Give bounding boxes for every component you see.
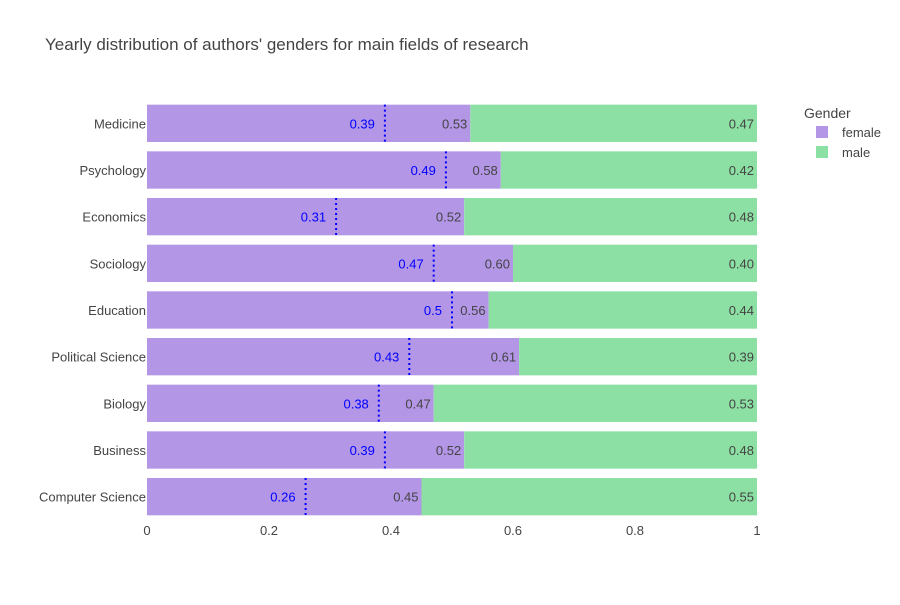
bar-female[interactable] — [147, 338, 520, 376]
y-tick-label: Sociology — [90, 256, 147, 271]
bar-label-female: 0.58 — [472, 163, 497, 178]
bar-female[interactable] — [147, 384, 434, 422]
chart-title: Yearly distribution of authors' genders … — [45, 35, 529, 54]
bar-label-male: 0.40 — [729, 256, 754, 271]
bar-male[interactable] — [433, 384, 757, 422]
marker-label: 0.26 — [270, 490, 295, 505]
bar-label-male: 0.47 — [729, 116, 754, 131]
marker-label: 0.39 — [350, 443, 375, 458]
bar-male[interactable] — [513, 244, 757, 282]
marker-label: 0.43 — [374, 350, 399, 365]
bar-male[interactable] — [470, 104, 757, 142]
y-tick-label: Business — [93, 443, 146, 458]
y-tick-label: Psychology — [80, 163, 147, 178]
markers-layer: 0.39 0.49 0.31 0.47 0.5 0.43 0.38 0.39 0.26 — [270, 104, 453, 516]
y-tick-label: Biology — [103, 396, 146, 411]
y-axis-labels: Medicine Psychology Economics Sociology Educ… — [39, 116, 146, 504]
bars-layer: 0.53 0.47 0.58 0.42 0.52 0.48 0.60 0.40 0.56 0.44… — [147, 104, 758, 516]
bar-female[interactable] — [147, 104, 471, 142]
bar-label-male: 0.42 — [729, 163, 754, 178]
bar-male[interactable] — [519, 338, 757, 376]
y-tick-label: Political Science — [51, 350, 146, 365]
bar-male[interactable] — [464, 431, 757, 469]
bar-label-female: 0.52 — [436, 443, 461, 458]
legend-swatch-female[interactable] — [816, 126, 828, 138]
bar-female[interactable] — [147, 431, 465, 469]
bar-female[interactable] — [147, 244, 513, 282]
bar-label-female: 0.61 — [491, 350, 516, 365]
bar-male[interactable] — [421, 478, 758, 516]
bar-label-female: 0.47 — [405, 396, 430, 411]
bar-label-female: 0.60 — [485, 256, 510, 271]
bar-label-male: 0.48 — [729, 210, 754, 225]
bar-label-male: 0.48 — [729, 443, 754, 458]
y-tick-label: Education — [88, 303, 146, 318]
legend-label-male[interactable]: male — [842, 145, 870, 160]
marker-label: 0.47 — [398, 256, 423, 271]
x-tick-label: 0 — [143, 523, 150, 538]
legend-label-female[interactable]: female — [842, 125, 881, 140]
marker-label: 0.49 — [411, 163, 436, 178]
legend-swatch-male[interactable] — [816, 146, 828, 158]
bar-label-female: 0.45 — [393, 490, 418, 505]
bar-male[interactable] — [500, 151, 757, 189]
bar-label-female: 0.52 — [436, 210, 461, 225]
x-tick-label: 0.2 — [260, 523, 278, 538]
bar-label-male: 0.53 — [729, 396, 754, 411]
y-tick-label: Economics — [82, 210, 146, 225]
x-tick-label: 0.4 — [382, 523, 400, 538]
bar-label-male: 0.44 — [729, 303, 754, 318]
y-tick-label: Computer Science — [39, 490, 146, 505]
marker-label: 0.31 — [301, 210, 326, 225]
bar-label-male: 0.39 — [729, 350, 754, 365]
bar-female[interactable] — [147, 151, 501, 189]
legend[interactable]: Gender female male — [804, 105, 881, 160]
bar-female[interactable] — [147, 291, 489, 329]
legend-title: Gender — [804, 105, 851, 121]
y-tick-label: Medicine — [94, 116, 146, 131]
bar-female[interactable] — [147, 198, 465, 236]
marker-label: 0.38 — [343, 396, 368, 411]
marker-label: 0.5 — [424, 303, 442, 318]
bar-female[interactable] — [147, 478, 422, 516]
bar-male[interactable] — [488, 291, 757, 329]
bar-label-female: 0.56 — [460, 303, 485, 318]
bar-male[interactable] — [464, 198, 757, 236]
bar-label-female: 0.53 — [442, 116, 467, 131]
x-tick-label: 0.6 — [504, 523, 522, 538]
x-tick-label: 1 — [753, 523, 760, 538]
x-axis: 0 0.2 0.4 0.6 0.8 1 — [143, 523, 760, 538]
bar-label-male: 0.55 — [729, 490, 754, 505]
x-tick-label: 0.8 — [626, 523, 644, 538]
marker-label: 0.39 — [350, 116, 375, 131]
